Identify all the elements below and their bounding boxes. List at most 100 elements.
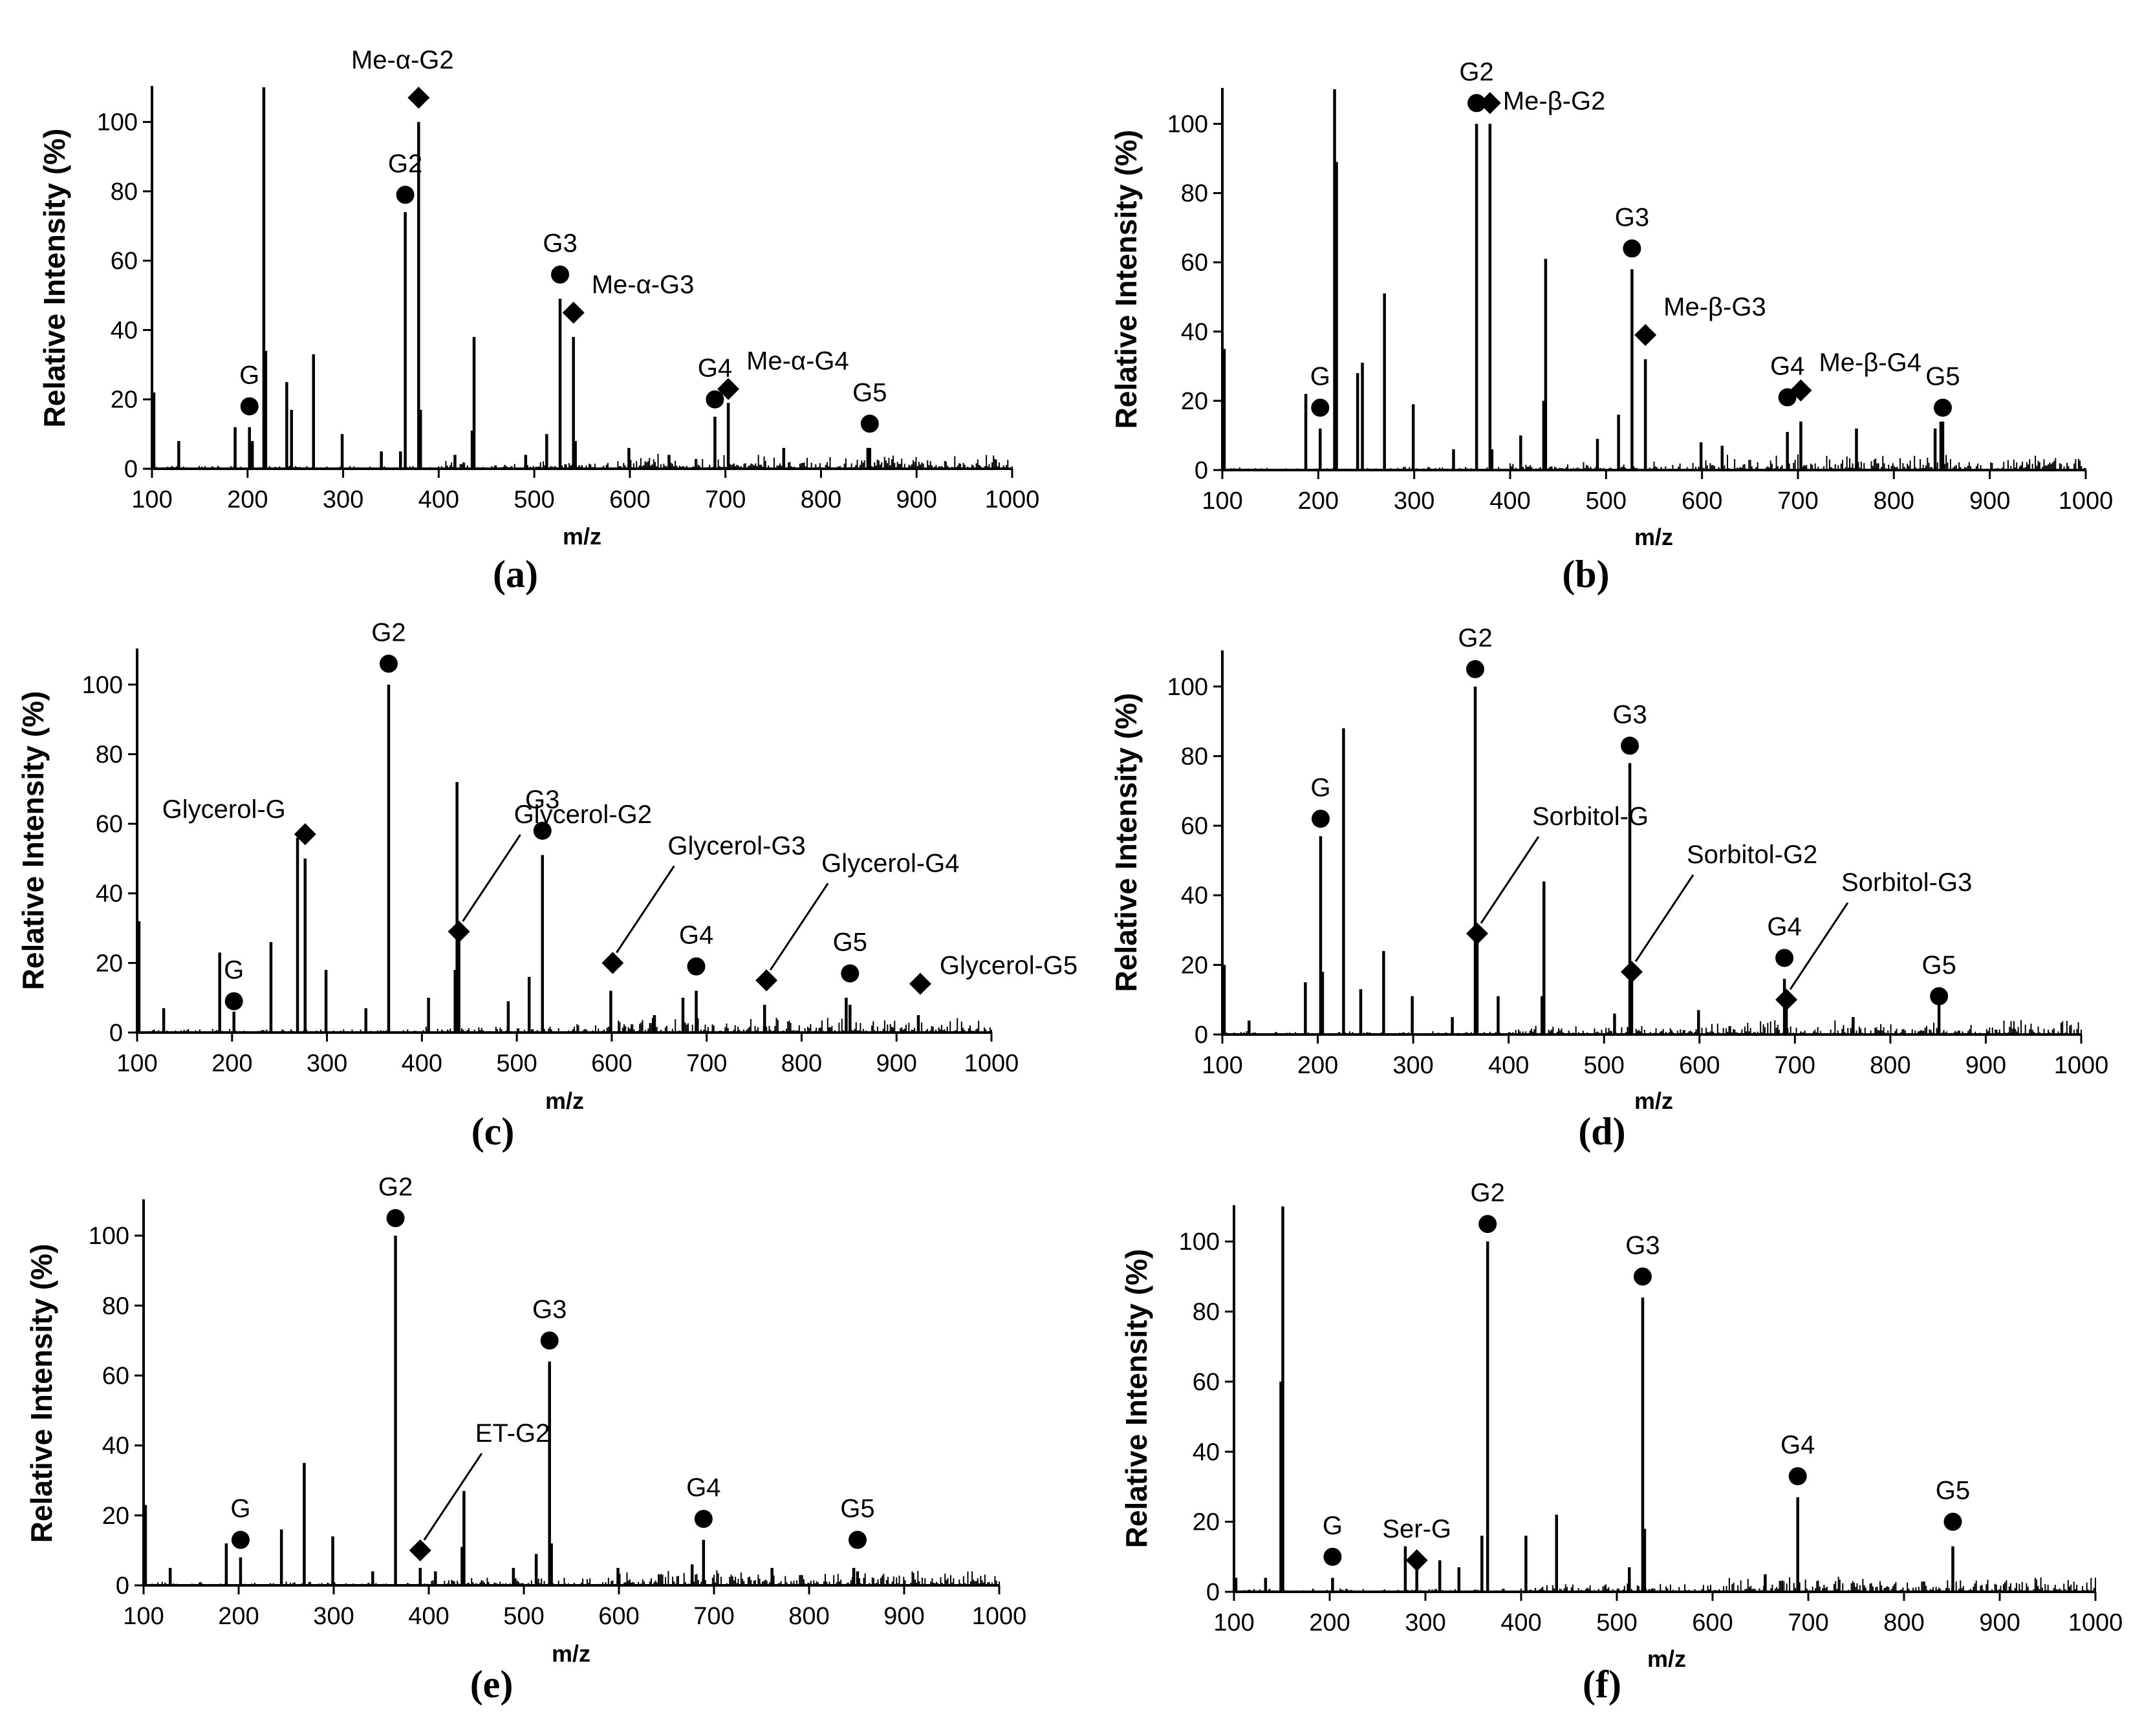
diamond-marker-icon: [717, 378, 740, 400]
circle-marker-icon: [848, 1530, 867, 1549]
x-tick-label: 900: [896, 486, 937, 513]
x-tick-label: 100: [1202, 488, 1242, 515]
peak-annotation: ET-G2: [409, 1419, 550, 1561]
diamond-marker-icon: [1790, 379, 1812, 402]
annotation-label: Me-α-G3: [592, 271, 695, 299]
circle-marker-icon: [1778, 388, 1797, 407]
peak-annotation: G: [1310, 363, 1330, 417]
peak-annotation: G4: [1767, 913, 1802, 967]
y-tick-label: 100: [82, 672, 123, 699]
annotation-label: Glycerol-G3: [667, 831, 805, 860]
x-tick-label: 600: [1679, 1052, 1720, 1079]
x-tick-label: 1000: [985, 486, 1040, 513]
x-axis-title: m/z: [563, 523, 601, 550]
peak-annotation: G3: [1615, 203, 1649, 258]
peak-annotation: G5: [840, 1495, 875, 1549]
peak-annotation: G2: [378, 1173, 413, 1228]
peak-annotation: Me-β-G2: [1478, 87, 1605, 115]
x-tick-label: 700: [1788, 1609, 1828, 1636]
circle-marker-icon: [551, 265, 570, 284]
peak-annotation: G2: [1471, 1179, 1505, 1234]
peak-annotation: G2: [1458, 624, 1493, 678]
circle-marker-icon: [1943, 1512, 1962, 1531]
annotation-label: Sorbitol-G: [1532, 802, 1649, 831]
x-tick-label: 400: [1500, 1609, 1541, 1636]
diamond-marker-icon: [409, 1539, 431, 1561]
peak-annotation: G: [1310, 773, 1331, 828]
y-tick-label: 0: [1206, 1579, 1220, 1606]
peak-annotation: G4: [1780, 1431, 1815, 1486]
peak-annotation: G5: [852, 378, 887, 433]
annotation-label: G4: [1770, 352, 1804, 381]
circle-marker-icon: [379, 654, 398, 673]
peak-annotation: G: [239, 361, 259, 416]
diamond-marker-icon: [407, 87, 430, 109]
spectrum-panel-e: 0 20 40 60 80 100 100 200 300 400 500 600 700 800 900 1…: [25, 1173, 1026, 1706]
leader-line: [1634, 874, 1694, 962]
circle-marker-icon: [1930, 987, 1949, 1005]
x-tick-label: 500: [1596, 1609, 1637, 1636]
x-tick-label: 300: [323, 486, 363, 513]
annotation-label: G2: [371, 619, 406, 647]
peak-annotation: G2: [388, 149, 422, 204]
x-axis-title: m/z: [1647, 1645, 1686, 1672]
y-tick-label: 20: [1181, 388, 1208, 415]
panel-label: (a): [493, 553, 538, 595]
y-tick-label: 40: [1181, 883, 1208, 910]
x-axis-title: m/z: [545, 1088, 584, 1114]
x-tick-label: 700: [693, 1603, 734, 1630]
x-tick-label: 200: [218, 1603, 259, 1630]
circle-marker-icon: [1621, 736, 1639, 755]
y-tick-label: 100: [1167, 111, 1208, 138]
peak-annotation: Me-α-G4: [717, 347, 849, 400]
annotation-label: Glycerol-G: [162, 795, 286, 824]
peak-annotation: Ser-G: [1382, 1515, 1451, 1572]
x-tick-label: 300: [1405, 1609, 1445, 1636]
x-tick-label: 700: [1775, 1052, 1815, 1079]
annotation-label: G3: [1612, 700, 1647, 729]
x-tick-label: 200: [227, 486, 268, 513]
x-tick-label: 100: [123, 1603, 164, 1630]
diamond-marker-icon: [1621, 961, 1643, 983]
circle-marker-icon: [1633, 1267, 1652, 1286]
noise-baseline: [1222, 1020, 2082, 1034]
y-tick-label: 60: [1181, 250, 1208, 277]
annotation-label: G: [224, 956, 244, 985]
x-tick-label: 300: [1392, 1052, 1433, 1079]
y-axis-title: Relative Intensity (%): [1120, 1249, 1153, 1548]
annotation-label: G4: [1780, 1431, 1815, 1459]
annotation-label: G3: [543, 230, 577, 258]
annotation-label: G5: [852, 378, 887, 407]
annotation-label: ET-G2: [475, 1419, 550, 1448]
x-tick-label: 700: [705, 486, 746, 513]
circle-marker-icon: [841, 964, 860, 983]
diamond-marker-icon: [755, 969, 778, 992]
peak-annotation: G5: [1921, 951, 1956, 1005]
peak-annotation: G5: [833, 928, 867, 983]
diamond-marker-icon: [601, 952, 624, 974]
x-tick-label: 300: [313, 1603, 354, 1630]
x-tick-label: 700: [686, 1050, 727, 1077]
circle-marker-icon: [1467, 94, 1486, 113]
x-tick-label: 400: [1489, 488, 1530, 515]
x-axis-title: m/z: [552, 1640, 590, 1667]
annotation-label: Me-α-G2: [351, 46, 454, 74]
y-tick-label: 40: [1181, 319, 1208, 346]
circle-marker-icon: [860, 414, 879, 433]
annotation-label: G: [1310, 773, 1330, 802]
peak-annotation: G: [224, 956, 244, 1011]
circle-marker-icon: [396, 186, 415, 204]
annotation-label: G3: [532, 1295, 567, 1323]
x-tick-label: 100: [1213, 1609, 1254, 1636]
x-tick-label: 1000: [972, 1603, 1027, 1630]
x-tick-label: 200: [1309, 1609, 1350, 1636]
diamond-marker-icon: [909, 972, 931, 995]
x-tick-label: 1000: [964, 1050, 1019, 1077]
annotation-label: G2: [388, 149, 422, 178]
y-tick-label: 20: [102, 1503, 129, 1530]
peak-annotation: G3: [1625, 1231, 1660, 1286]
annotation-label: G3: [1625, 1231, 1660, 1259]
annotation-label: Sorbitol-G3: [1841, 868, 1972, 897]
leader-line: [1789, 902, 1849, 991]
peak-annotation: Me-α-G3: [562, 271, 695, 324]
